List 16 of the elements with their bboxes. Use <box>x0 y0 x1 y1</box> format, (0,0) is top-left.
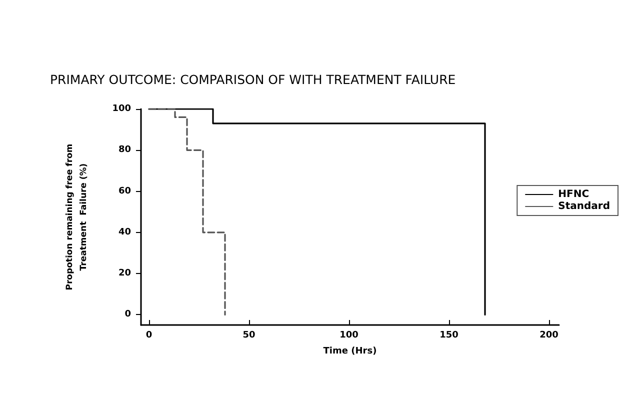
y-tick-label: 20 <box>118 268 131 279</box>
x-tick-label: 150 <box>440 330 458 340</box>
y-tick-label: 0 <box>124 310 131 320</box>
x-tick-label: 0 <box>146 330 152 340</box>
y-axis-title: Propotion remaining free from Treatment Failure (%) <box>65 144 89 290</box>
x-tick-label: 200 <box>540 330 558 340</box>
x-tick-label: 100 <box>340 330 358 340</box>
y-tick-label: 60 <box>118 186 131 196</box>
x-axis-title: Time (Hrs) <box>323 346 377 356</box>
legend-label: Standard <box>558 201 610 212</box>
x-tick-label: 50 <box>242 330 256 340</box>
y-tick-label: 100 <box>112 104 131 114</box>
y-tick-label: 40 <box>118 227 131 238</box>
y-tick-label: 80 <box>118 145 131 156</box>
chart-title: PRIMARY OUTCOME: COMPARISON OF WITH TREATMENT FAILURE <box>50 72 456 87</box>
legend-label: HFNC <box>558 189 590 200</box>
